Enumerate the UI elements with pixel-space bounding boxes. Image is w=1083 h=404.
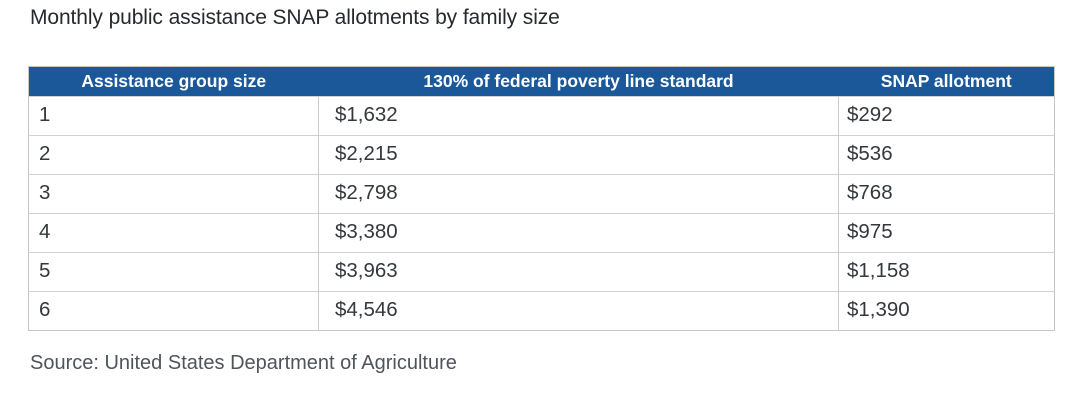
table-row: 1 $1,632 $292 <box>28 96 1055 136</box>
cell-poverty-line: $2,798 <box>318 174 839 214</box>
column-header-group-size: Assistance group size <box>28 66 319 97</box>
column-header-poverty-line: 130% of federal poverty line standard <box>318 66 839 97</box>
cell-snap-allotment: $536 <box>838 135 1055 175</box>
snap-allotments-table: Assistance group size 130% of federal po… <box>28 66 1055 331</box>
cell-poverty-line: $3,963 <box>318 252 839 292</box>
table-row: 2 $2,215 $536 <box>28 135 1055 175</box>
cell-group-size: 1 <box>28 96 319 136</box>
table-row: 4 $3,380 $975 <box>28 213 1055 253</box>
cell-poverty-line: $4,546 <box>318 291 839 331</box>
cell-snap-allotment: $292 <box>838 96 1055 136</box>
cell-group-size: 3 <box>28 174 319 214</box>
cell-snap-allotment: $768 <box>838 174 1055 214</box>
cell-group-size: 4 <box>28 213 319 253</box>
table-row: 5 $3,963 $1,158 <box>28 252 1055 292</box>
table-row: 3 $2,798 $768 <box>28 174 1055 214</box>
table-header-row: Assistance group size 130% of federal po… <box>28 66 1055 97</box>
cell-poverty-line: $1,632 <box>318 96 839 136</box>
table-header: Assistance group size 130% of federal po… <box>28 66 1055 97</box>
cell-snap-allotment: $1,158 <box>838 252 1055 292</box>
cell-snap-allotment: $975 <box>838 213 1055 253</box>
cell-group-size: 2 <box>28 135 319 175</box>
page-title: Monthly public assistance SNAP allotment… <box>30 6 560 29</box>
cell-poverty-line: $2,215 <box>318 135 839 175</box>
table-row: 6 $4,546 $1,390 <box>28 291 1055 331</box>
cell-group-size: 5 <box>28 252 319 292</box>
table-body: 1 $1,632 $292 2 $2,215 $536 3 $2,798 $768 4 $3,380… <box>28 96 1055 331</box>
cell-snap-allotment: $1,390 <box>838 291 1055 331</box>
source-note: Source: United States Department of Agri… <box>30 352 457 374</box>
cell-group-size: 6 <box>28 291 319 331</box>
cell-poverty-line: $3,380 <box>318 213 839 253</box>
column-header-snap-allotment: SNAP allotment <box>838 66 1055 97</box>
